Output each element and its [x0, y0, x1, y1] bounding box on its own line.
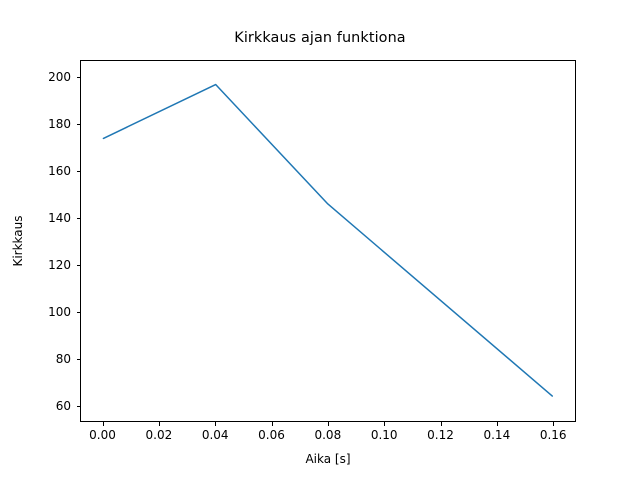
y-tick-7: [76, 76, 80, 78]
line-series-svg: [102, 83, 554, 397]
y-tick-label-5: 160: [48, 163, 71, 178]
x-tick-8: [553, 422, 555, 426]
y-tick-3: [76, 265, 80, 267]
y-tick-5: [76, 170, 80, 172]
y-tick-label-4: 140: [48, 210, 71, 225]
y-tick-label-7: 200: [48, 69, 71, 84]
x-tick-label-0: 0.00: [89, 428, 116, 442]
y-tick-label-1: 80: [55, 352, 71, 367]
x-tick-6: [440, 422, 442, 426]
data-line-kirkkaus: [102, 83, 554, 397]
y-tick-2: [76, 312, 80, 314]
chart-title: Kirkkaus ajan funktiona: [234, 30, 406, 46]
x-tick-label-6: 0.12: [427, 428, 454, 442]
x-tick-label-8: 0.16: [539, 428, 567, 442]
x-tick-2: [215, 422, 217, 426]
x-tick-label-7: 0.14: [483, 428, 511, 442]
y-tick-label-6: 180: [48, 116, 71, 131]
x-tick-label-4: 0.08: [314, 428, 342, 442]
x-tick-label-2: 0.04: [201, 428, 229, 442]
x-tick-label-1: 0.02: [145, 428, 173, 442]
x-tick-5: [384, 422, 386, 426]
x-tick-0: [102, 422, 104, 426]
y-tick-label-3: 120: [48, 258, 71, 273]
plot-axes: [80, 60, 576, 422]
y-tick-label-0: 60: [55, 399, 71, 414]
y-tick-4: [76, 217, 80, 219]
x-tick-label-5: 0.10: [370, 428, 398, 442]
y-tick-label-2: 100: [48, 305, 71, 320]
x-axis-label: Aika [s]: [305, 452, 351, 466]
y-tick-6: [76, 123, 80, 125]
y-axis-label: Kirkkaus: [11, 215, 25, 267]
x-tick-4: [327, 422, 329, 426]
y-tick-0: [76, 406, 80, 408]
y-tick-1: [76, 359, 80, 361]
x-tick-3: [271, 422, 273, 426]
x-tick-label-3: 0.06: [258, 428, 285, 442]
x-tick-1: [158, 422, 160, 426]
x-tick-7: [496, 422, 498, 426]
